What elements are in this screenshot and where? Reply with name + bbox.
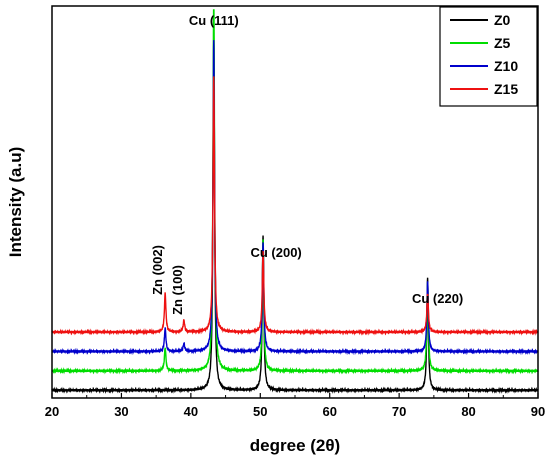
x-axis-title: degree (2θ) xyxy=(250,436,340,455)
series-line-z15 xyxy=(51,76,539,336)
annotation-cu-220: Cu (220) xyxy=(412,291,463,306)
x-tick-label: 80 xyxy=(461,404,475,419)
legend-label-z0: Z0 xyxy=(494,12,511,28)
series-line-z10 xyxy=(51,40,539,356)
legend-label-z15: Z15 xyxy=(494,81,518,97)
legend-items: Z0 Z5 Z10 Z15 xyxy=(450,12,518,97)
legend: Z0 Z5 Z10 Z15 xyxy=(439,6,538,107)
x-tick-label: 50 xyxy=(253,404,267,419)
x-tick-label: 90 xyxy=(531,404,545,419)
x-axis-ticks: 20 30 40 50 60 70 80 90 xyxy=(45,393,545,419)
annotation-cu-111: Cu (111) xyxy=(189,13,239,28)
x-tick-label: 40 xyxy=(184,404,198,419)
annotation-zn-002: Zn (002) xyxy=(150,245,165,295)
series-line-z0 xyxy=(51,33,539,394)
x-tick-label: 70 xyxy=(392,404,406,419)
x-tick-label: 30 xyxy=(114,404,128,419)
annotation-zn-100: Zn (100) xyxy=(170,265,185,315)
series-layer xyxy=(51,9,539,394)
x-tick-label: 20 xyxy=(45,404,59,419)
annotation-cu-200: Cu (200) xyxy=(250,245,301,260)
series-line-z5 xyxy=(51,9,539,375)
legend-box xyxy=(439,6,538,107)
y-axis-title: Intensity (a.u) xyxy=(6,147,25,258)
peak-annotations: Cu (111) Cu (200) Cu (220) Zn (002) Zn (100) xyxy=(150,13,463,315)
legend-label-z5: Z5 xyxy=(494,35,511,51)
x-tick-label: 60 xyxy=(322,404,336,419)
legend-label-z10: Z10 xyxy=(494,58,518,74)
